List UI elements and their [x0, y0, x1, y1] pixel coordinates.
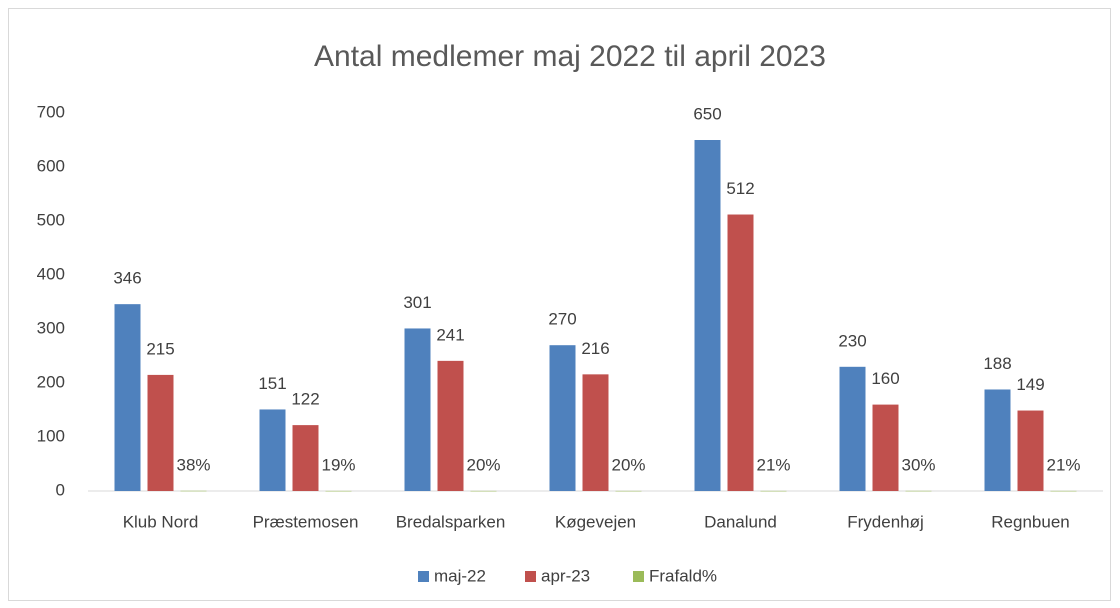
bar — [259, 409, 286, 491]
bar — [404, 328, 431, 491]
data-label: 216 — [581, 339, 609, 358]
x-tick-label: Præstemosen — [253, 512, 359, 531]
bar — [292, 425, 319, 491]
bar — [470, 490, 497, 492]
data-label: 122 — [291, 390, 319, 409]
data-label: 20% — [466, 455, 500, 474]
x-tick-label: Frydenhøj — [847, 512, 924, 531]
bar — [984, 389, 1011, 491]
y-tick-label: 300 — [37, 318, 65, 337]
bar — [727, 214, 754, 491]
x-tick-label: Køgevejen — [555, 512, 636, 531]
data-label: 30% — [901, 455, 935, 474]
data-label: 21% — [1046, 455, 1080, 474]
y-tick-label: 500 — [37, 210, 65, 229]
data-label: 160 — [871, 369, 899, 388]
data-label: 215 — [146, 339, 174, 358]
bar — [582, 374, 609, 491]
data-label: 270 — [548, 310, 576, 329]
data-label: 512 — [726, 179, 754, 198]
bar — [760, 490, 787, 492]
x-tick-label: Bredalsparken — [396, 512, 506, 531]
legend-label: maj-22 — [434, 566, 486, 585]
bar — [694, 140, 721, 491]
x-tick-label: Klub Nord — [123, 512, 199, 531]
y-tick-label: 200 — [37, 372, 65, 391]
y-tick-label: 700 — [37, 102, 65, 121]
chart-title: Antal medlemer maj 2022 til april 2023 — [314, 40, 826, 73]
legend-label: apr-23 — [541, 566, 590, 585]
data-label: 21% — [756, 455, 790, 474]
bar — [114, 304, 141, 491]
bar — [437, 360, 464, 491]
legend-swatch — [525, 571, 536, 582]
data-label: 241 — [436, 325, 464, 344]
data-label: 230 — [838, 331, 866, 350]
bar — [180, 490, 207, 492]
chart-border — [8, 8, 1111, 601]
data-label: 346 — [113, 269, 141, 288]
x-tick-label: Regnbuen — [991, 512, 1069, 531]
data-label: 301 — [403, 293, 431, 312]
x-tick-label: Danalund — [704, 512, 777, 531]
legend-swatch — [418, 571, 429, 582]
bar — [147, 374, 174, 491]
data-label: 38% — [176, 455, 210, 474]
data-label: 19% — [321, 455, 355, 474]
bar — [549, 345, 576, 491]
bar — [325, 490, 352, 492]
bar — [872, 404, 899, 491]
y-tick-label: 600 — [37, 156, 65, 175]
legend-swatch — [633, 571, 644, 582]
bar — [615, 490, 642, 492]
bar — [1050, 490, 1077, 492]
y-tick-label: 100 — [37, 426, 65, 445]
data-label: 149 — [1016, 375, 1044, 394]
legend-label: Frafald% — [649, 566, 717, 585]
y-tick-label: 400 — [37, 264, 65, 283]
y-tick-label: 0 — [56, 480, 65, 499]
data-label: 20% — [611, 455, 645, 474]
bar — [839, 366, 866, 491]
bar — [1017, 410, 1044, 491]
bar — [905, 490, 932, 492]
data-label: 188 — [983, 354, 1011, 373]
data-label: 151 — [258, 374, 286, 393]
data-label: 650 — [693, 104, 721, 123]
